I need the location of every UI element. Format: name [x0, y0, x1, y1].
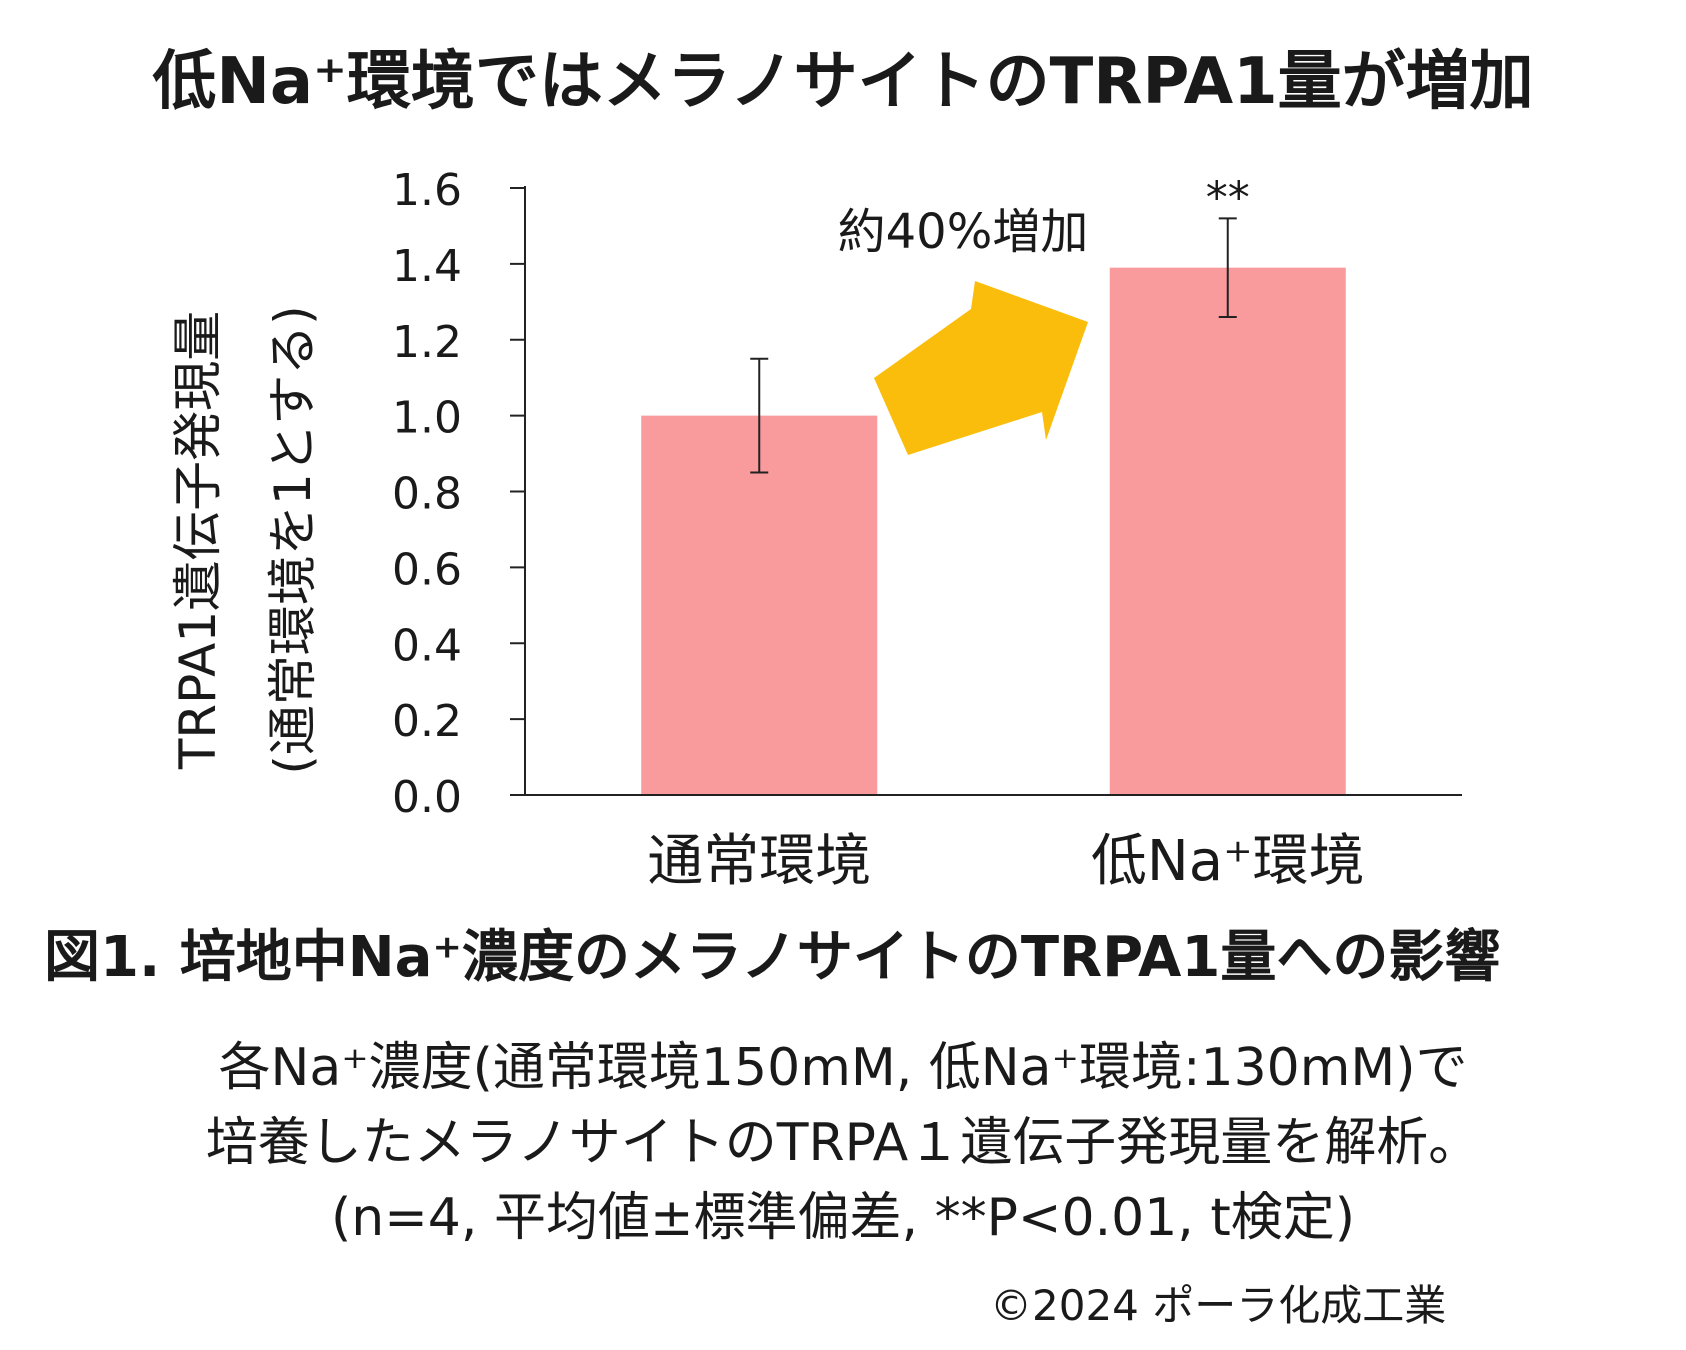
- y-axis-label-group: TRPA1遺伝子発現量 (通常環境を1とする): [169, 305, 322, 774]
- y-tick-label: 1.6: [392, 165, 462, 216]
- y-tick-label: 0.2: [392, 696, 462, 747]
- error-bars: **: [750, 172, 1250, 474]
- y-tick-label: 0.8: [392, 469, 462, 520]
- bars: [641, 267, 1346, 795]
- chart-title: 低Na⁺環境ではメラノサイトのTRPA1量が増加: [152, 45, 1534, 119]
- increase-arrow-group: 約40%増加: [838, 204, 1089, 455]
- caption-line-2: 培養したメラノサイトのTRPA１遺伝子発現量を解析。: [205, 1113, 1481, 1173]
- y-axis-label: TRPA1遺伝子発現量: [169, 311, 227, 770]
- figure-caption-title: 図1. 培地中Na⁺濃度のメラノサイトのTRPA1量への影響: [44, 925, 1501, 990]
- y-tick-label: 1.2: [392, 317, 462, 368]
- caption-line-1: 各Na⁺濃度(通常環境150mM, 低Na⁺環境:130mM)で: [218, 1038, 1468, 1098]
- y-tick-label: 1.4: [392, 241, 462, 292]
- bar: [1109, 267, 1346, 795]
- y-axis-sublabel: (通常環境を1とする): [264, 305, 322, 774]
- x-category-label: 低Na⁺環境: [1091, 829, 1365, 894]
- x-axis-categories: 通常環境 低Na⁺環境: [647, 829, 1364, 894]
- increase-annotation: 約40%増加: [838, 204, 1089, 260]
- y-axis-ticks: 0.0 0.2 0.4 0.6 0.8 1.0 1.2 1.4 1.6: [392, 165, 525, 823]
- bar: [641, 415, 878, 795]
- y-tick-label: 1.0: [392, 393, 462, 444]
- y-tick-label: 0.4: [392, 620, 462, 671]
- caption-line-3: (n=4, 平均値±標準偏差, **P<0.01, t検定): [330, 1188, 1356, 1248]
- axes: [510, 186, 1462, 796]
- copyright: ©2024 ポーラ化成工業: [990, 1281, 1447, 1330]
- x-category-label: 通常環境: [647, 829, 871, 894]
- y-tick-label: 0.0: [392, 772, 462, 823]
- increase-arrow: [874, 281, 1088, 455]
- significance-marker: **: [1206, 172, 1250, 223]
- bar-chart: TRPA1遺伝子発現量 (通常環境を1とする) 0.0 0.2 0.4 0.6 0.8 1…: [169, 165, 1462, 894]
- y-tick-label: 0.6: [392, 544, 462, 595]
